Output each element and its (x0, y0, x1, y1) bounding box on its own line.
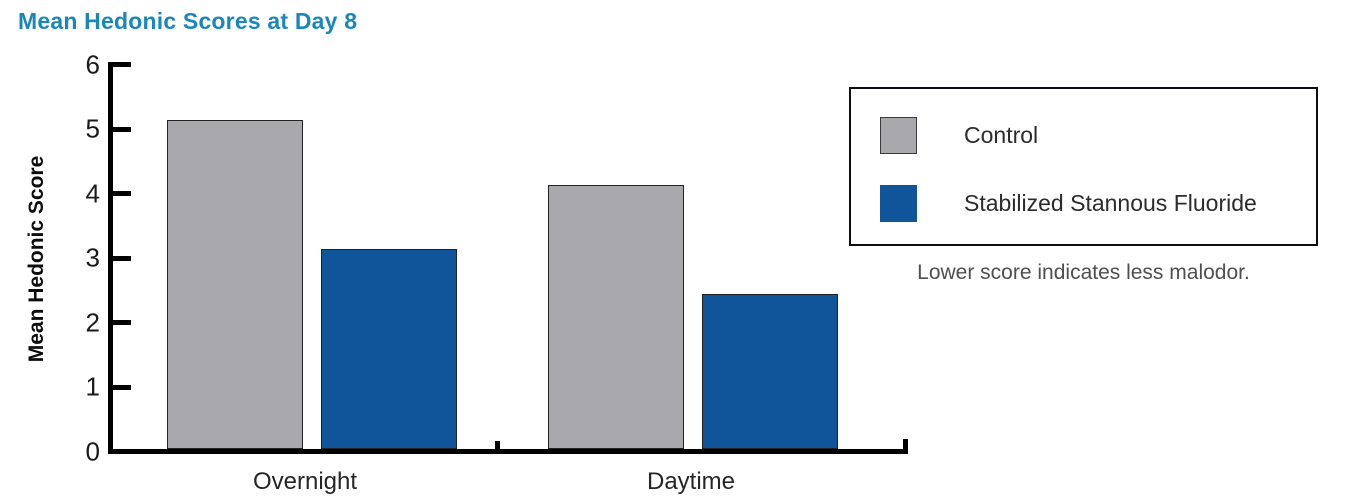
y-tick-label-1: 1 (85, 371, 100, 402)
legend-label-control: Control (964, 122, 1039, 148)
x-axis-tick-end (903, 439, 908, 449)
y-axis-tick-5 (112, 126, 131, 132)
y-tick-label-5: 5 (85, 113, 100, 144)
y-tick-label-3: 3 (85, 242, 100, 273)
y-axis-line (108, 62, 113, 454)
y-axis-tick-1 (112, 384, 131, 390)
y-axis-tick-6 (112, 62, 131, 67)
x-category-label-daytime: Daytime (646, 468, 736, 495)
bar-daytime-stabilized-stannous-fluoride (702, 294, 838, 449)
y-axis-tick-4 (112, 191, 131, 196)
y-tick-label-6: 6 (85, 49, 100, 79)
y-tick-label-0: 0 (85, 436, 100, 466)
legend-label-stabilized-stannous-fluoride: Stabilized Stannous Fluoride (964, 190, 1257, 216)
y-axis-tick-2 (112, 320, 131, 325)
y-tick-label-2: 2 (85, 307, 100, 337)
x-category-label-overnight: Overnight (252, 468, 358, 495)
y-tick-label-4: 4 (85, 178, 100, 208)
bar-overnight-control (167, 120, 303, 449)
y-axis-tick-3 (112, 255, 131, 261)
bar-overnight-stabilized-stannous-fluoride (321, 249, 457, 449)
legend-note: Lower score indicates less malodor. (917, 261, 1250, 284)
x-axis-line (108, 449, 908, 454)
legend-box: Control Stabilized Stannous Fluoride (849, 87, 1318, 246)
x-axis-tick-mid (495, 441, 500, 449)
legend-swatch-stabilized-stannous-fluoride (880, 185, 917, 222)
bar-daytime-control (548, 184, 684, 449)
legend-swatch-control (880, 117, 917, 154)
chart-title: Mean Hedonic Scores at Day 8 (18, 8, 358, 34)
